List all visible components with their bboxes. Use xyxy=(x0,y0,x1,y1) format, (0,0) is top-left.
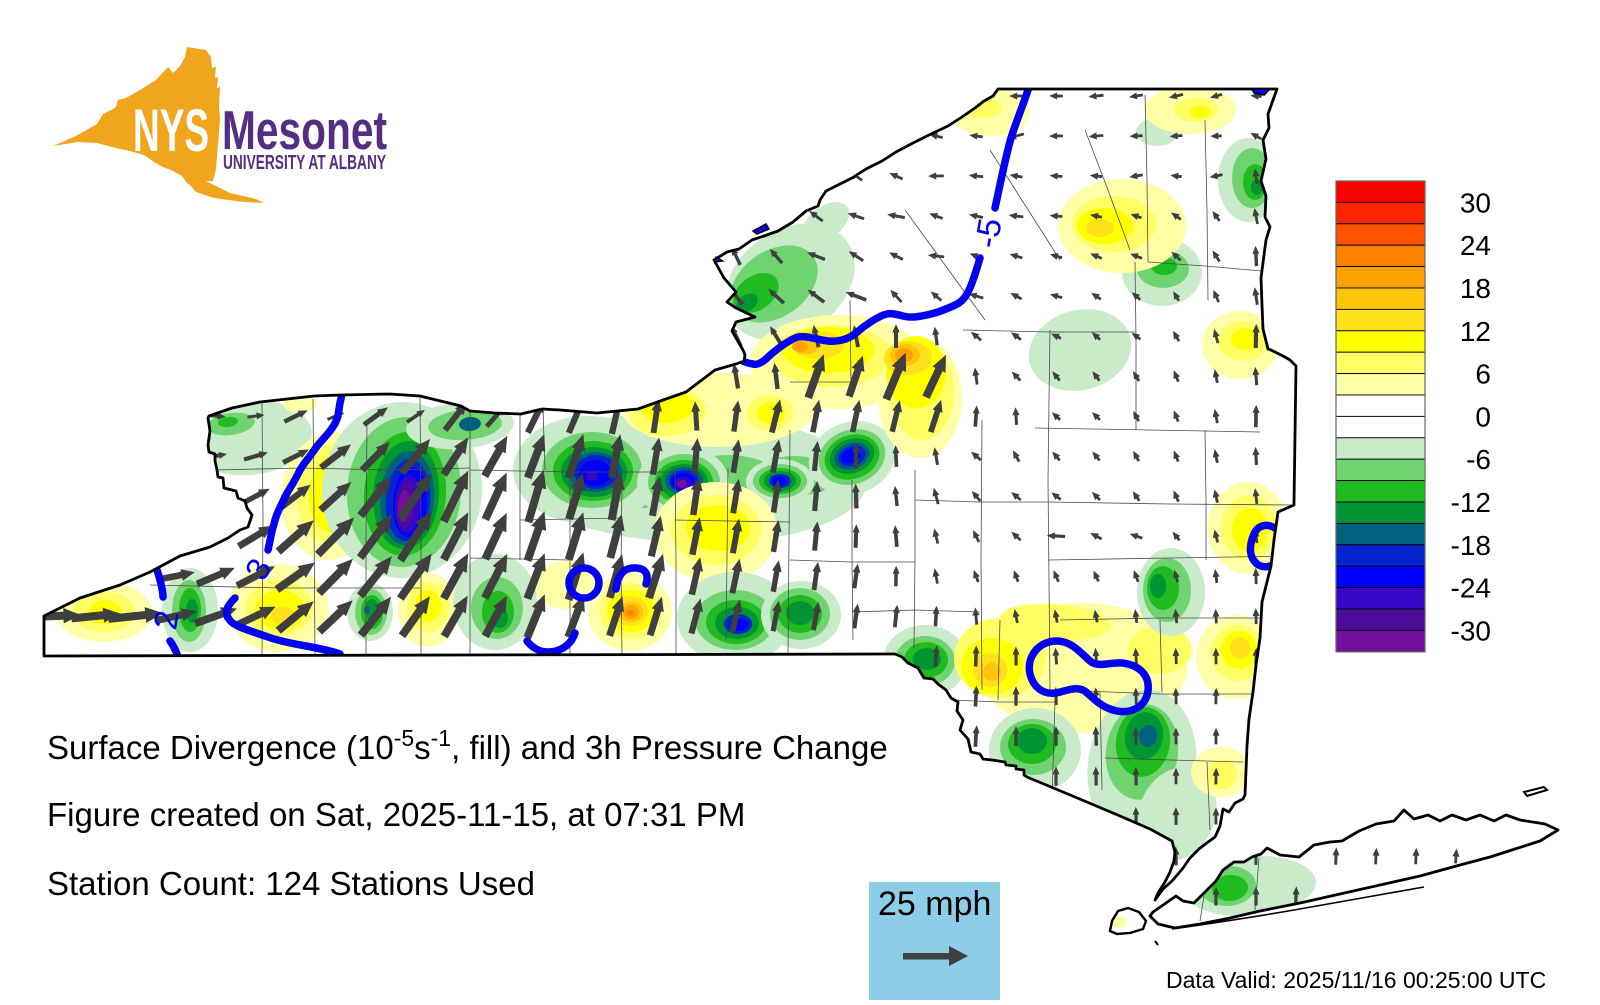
svg-text:0: 0 xyxy=(1475,401,1491,432)
svg-text:UNIVERSITY AT ALBANY: UNIVERSITY AT ALBANY xyxy=(223,152,386,174)
svg-text:-6: -6 xyxy=(1466,444,1491,475)
svg-text:-12: -12 xyxy=(1451,487,1491,518)
svg-text:6: 6 xyxy=(1475,359,1491,390)
svg-text:30: 30 xyxy=(1460,187,1491,218)
svg-text:NYS: NYS xyxy=(133,97,209,164)
svg-text:12: 12 xyxy=(1460,316,1491,347)
svg-text:Mesonet: Mesonet xyxy=(222,99,387,161)
svg-text:18: 18 xyxy=(1460,273,1491,304)
svg-text:Station Count: 124 Stations Us: Station Count: 124 Stations Used xyxy=(47,865,535,902)
svg-text:-24: -24 xyxy=(1451,573,1491,604)
svg-text:-5: -5 xyxy=(967,215,1009,250)
svg-text:Data Valid: 2025/11/16 00:25:0: Data Valid: 2025/11/16 00:25:00 UTC xyxy=(1166,967,1546,993)
svg-text:-18: -18 xyxy=(1451,530,1491,561)
svg-text:25 mph: 25 mph xyxy=(878,885,991,923)
svg-text:-30: -30 xyxy=(1451,615,1491,646)
svg-text:24: 24 xyxy=(1460,230,1491,261)
svg-text:Figure created on Sat, 2025-11: Figure created on Sat, 2025-11-15, at 07… xyxy=(47,796,745,833)
svg-text:Surface Divergence (10-5s-1, f: Surface Divergence (10-5s-1, fill) and 3… xyxy=(47,725,888,766)
